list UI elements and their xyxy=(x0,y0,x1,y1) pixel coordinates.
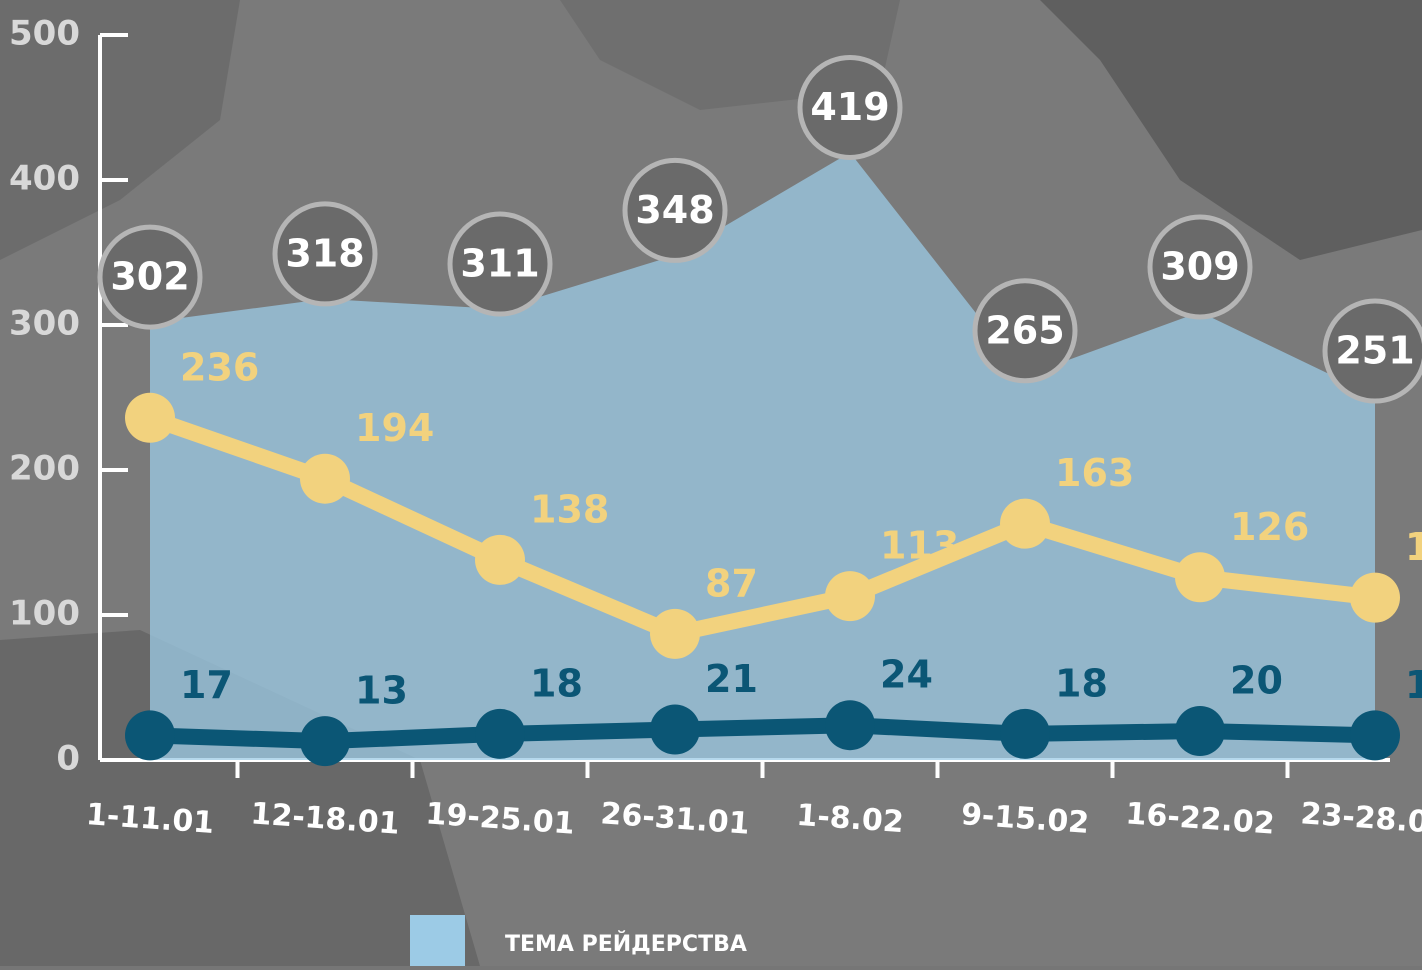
point xyxy=(1175,706,1225,756)
value-bubble xyxy=(972,278,1078,384)
data-label: 311 xyxy=(460,242,539,286)
value-bubble xyxy=(797,54,903,160)
point xyxy=(125,710,175,761)
x-tick-label: 1-8.02 xyxy=(795,798,905,840)
data-label: 236 xyxy=(180,345,259,389)
map-region xyxy=(1040,0,1422,260)
map-region xyxy=(0,630,480,966)
data-label: 194 xyxy=(355,406,434,450)
data-label: 18 xyxy=(530,661,583,705)
value-bubble xyxy=(1322,298,1422,404)
point xyxy=(825,571,875,622)
data-label: 20 xyxy=(1230,659,1283,703)
y-tick-label: 400 xyxy=(9,159,80,199)
point xyxy=(650,608,700,659)
legend-label: ТЕМА РЕЙДЕРСТВА xyxy=(505,931,747,957)
y-tick-label: 100 xyxy=(9,594,80,634)
point xyxy=(650,704,700,755)
point xyxy=(825,700,875,751)
value-bubble xyxy=(97,224,203,330)
point xyxy=(300,453,350,504)
value-bubble xyxy=(272,201,378,307)
point xyxy=(300,716,350,767)
data-label: 163 xyxy=(1055,451,1134,495)
data-label: 318 xyxy=(285,231,364,275)
point xyxy=(1350,710,1400,761)
data-label: 21 xyxy=(705,657,758,701)
y-tick-label: 500 xyxy=(9,14,80,54)
point xyxy=(1350,572,1400,623)
data-label: 251 xyxy=(1335,329,1414,373)
point xyxy=(475,708,525,759)
line xyxy=(147,410,1376,642)
data-label: 13 xyxy=(355,669,408,713)
point xyxy=(125,392,175,443)
data-label: 17 xyxy=(1405,663,1422,707)
data-label: 17 xyxy=(180,663,233,707)
data-label: 309 xyxy=(1160,244,1239,288)
legend-swatch xyxy=(410,915,465,970)
data-label: 18 xyxy=(1055,661,1108,705)
value-bubble xyxy=(1147,214,1253,320)
data-label: 419 xyxy=(810,85,889,129)
point xyxy=(1175,552,1225,603)
y-tick-label: 0 xyxy=(56,739,80,779)
map-region xyxy=(0,0,240,260)
value-bubble xyxy=(622,157,728,263)
point xyxy=(475,534,525,585)
value-bubble xyxy=(447,211,553,317)
data-label: 302 xyxy=(110,255,189,299)
data-label: 348 xyxy=(635,188,714,232)
y-tick-label: 200 xyxy=(9,449,80,489)
data-label: 126 xyxy=(1230,505,1309,549)
data-label: 113 xyxy=(880,524,959,568)
line xyxy=(149,717,1376,750)
area xyxy=(150,152,1375,760)
data-label: 87 xyxy=(705,561,758,605)
data-label: 24 xyxy=(880,653,933,697)
point xyxy=(1000,708,1050,759)
data-label: 265 xyxy=(985,308,1064,352)
point xyxy=(1000,498,1050,549)
data-label: 112 xyxy=(1405,525,1422,569)
data-label: 138 xyxy=(530,487,609,531)
y-tick-label: 300 xyxy=(9,304,80,344)
